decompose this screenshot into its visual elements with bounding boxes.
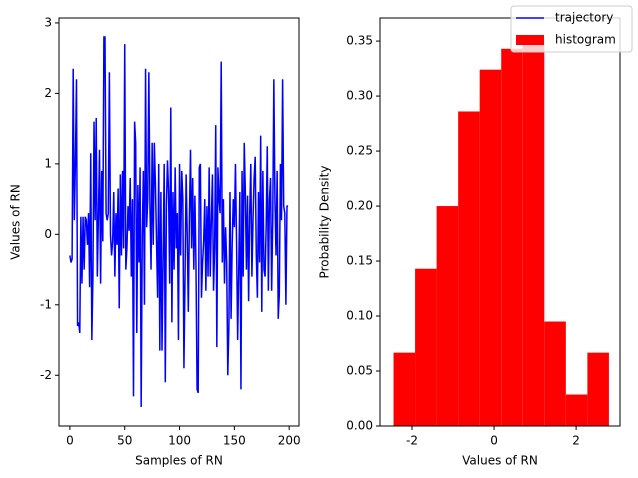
histogram-bar: [393, 352, 416, 426]
x-tick-label: 150: [223, 434, 246, 448]
histogram-bar: [587, 352, 609, 426]
y-tick-label: 0.00: [346, 419, 373, 433]
y-tick-label: 0.35: [346, 34, 373, 48]
y-tick-label: -2: [40, 368, 52, 382]
histogram-bar: [415, 268, 437, 426]
histogram-bar: [522, 38, 545, 427]
axes-frame: [58, 17, 300, 427]
histogram-bar: [544, 321, 566, 426]
legend: trajectory histogram: [510, 5, 633, 53]
y-tick-label: 0.15: [346, 254, 373, 268]
histogram-bar: [479, 69, 502, 427]
legend-label: histogram: [555, 33, 616, 47]
y-tick-label: 0.30: [346, 89, 373, 103]
y-tick-label: 0.05: [346, 364, 373, 378]
x-axis-label: Samples of RN: [135, 454, 223, 468]
y-tick-label: 0.25: [346, 144, 373, 158]
histogram-bar: [458, 111, 480, 427]
y-tick-label: 0.20: [346, 199, 373, 213]
y-axis-label: Values of RN: [9, 184, 23, 260]
y-tick-label: 0.10: [346, 309, 373, 323]
x-axis-label: Values of RN: [462, 454, 538, 468]
y-tick-label: 3: [44, 15, 52, 29]
y-tick-label: 0: [44, 227, 52, 241]
y-tick-label: 1: [44, 156, 52, 170]
histogram-bar: [565, 394, 588, 426]
x-tick-label: -2: [406, 434, 418, 448]
axes-frame: [379, 17, 621, 427]
histogram-bar: [436, 206, 459, 426]
x-tick-label: 0: [66, 434, 74, 448]
x-tick-label: 100: [168, 434, 191, 448]
x-tick-label: 50: [117, 434, 132, 448]
trajectory-line: [69, 36, 289, 407]
x-tick-label: 0: [490, 434, 498, 448]
legend-patch: [516, 35, 544, 45]
histogram-bar: [501, 48, 523, 427]
x-tick-label: 200: [278, 434, 301, 448]
y-axis-label: Probability Density: [318, 166, 332, 279]
legend-label: trajectory: [555, 11, 613, 25]
x-tick-label: 2: [572, 434, 580, 448]
y-tick-label: -1: [40, 297, 52, 311]
y-tick-label: 2: [44, 86, 52, 100]
